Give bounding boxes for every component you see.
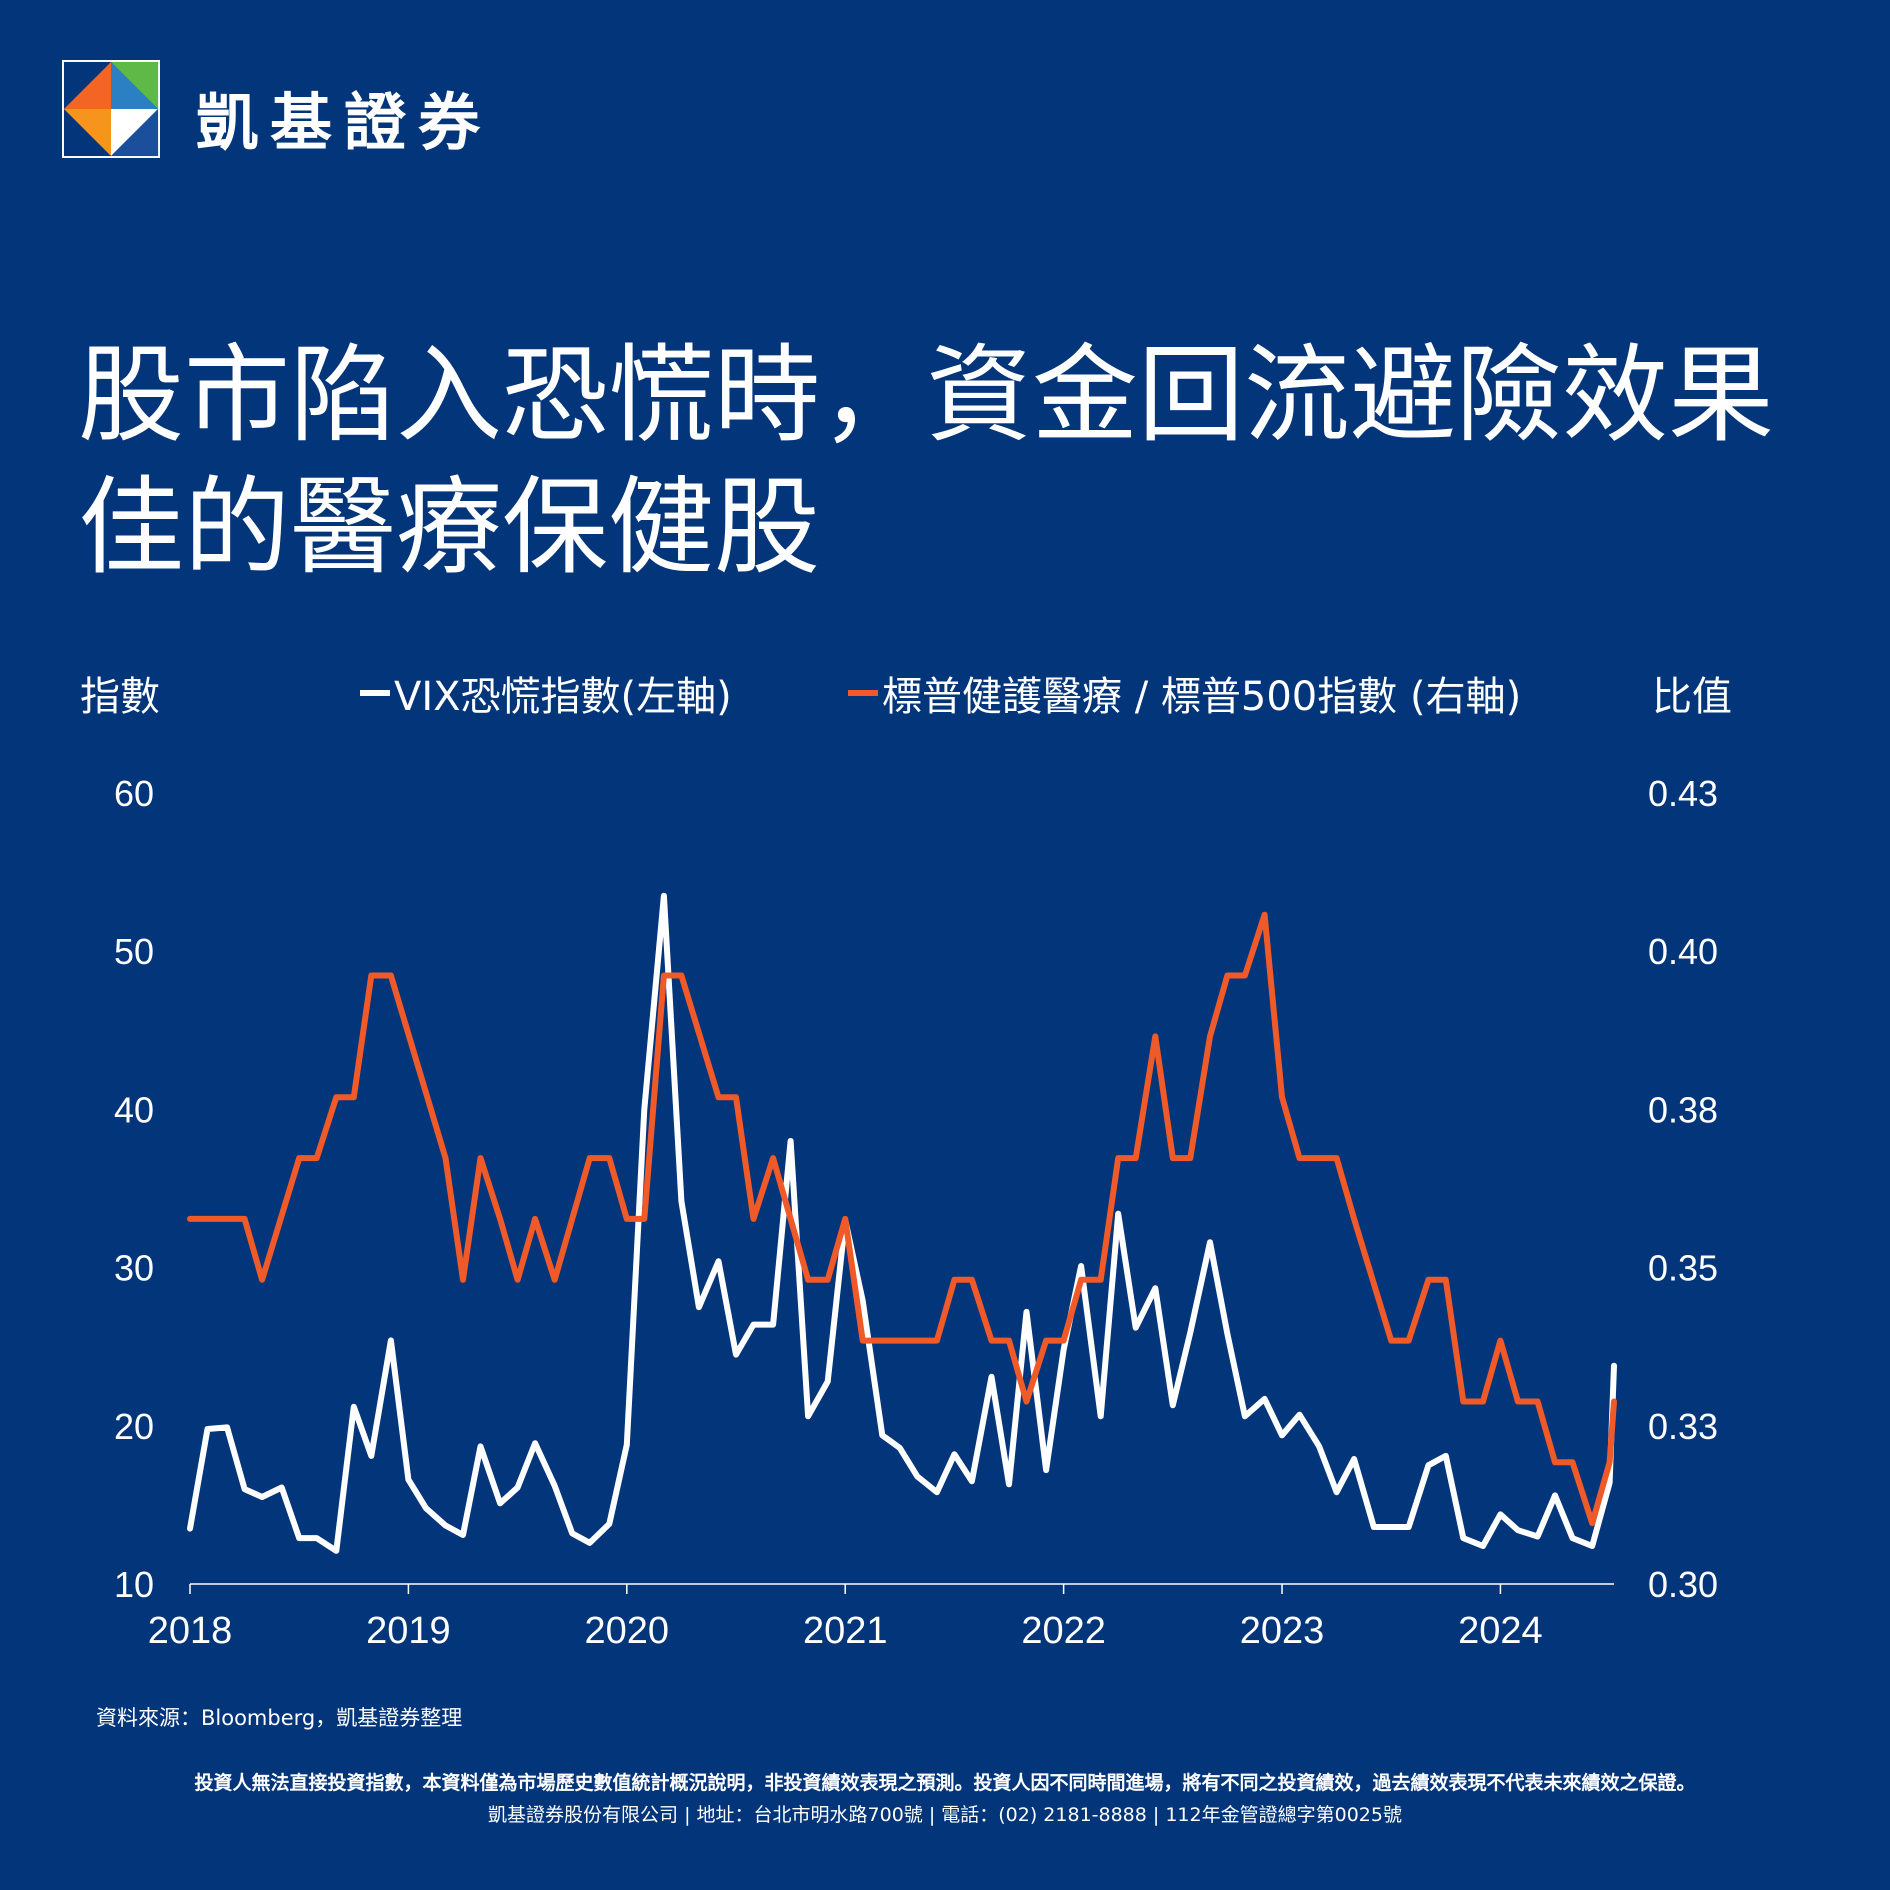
- disclaimer-text: 投資人無法直接投資指數，本資料僅為市場歷史數值統計概況說明，非投資績效表現之預測…: [194, 1772, 1696, 1794]
- legend-vix: VIX恐慌指數(左軸): [360, 664, 732, 722]
- page-title: 股市陷入恐慌時，資金回流避險效果佳的醫療保健股: [78, 334, 1774, 589]
- brand-logo-icon: [62, 60, 160, 158]
- series-line-ratio: [187, 911, 1617, 1527]
- right-y-tick-label: 0.30: [1648, 1564, 1718, 1605]
- right-axis-title: 比值: [1652, 674, 1732, 720]
- right-y-tick-label: 0.43: [1648, 773, 1718, 814]
- chart-canvas: 2018 2019 2020 2021 2022 2023 2024 10 20 30 40 50 60…: [114, 773, 1718, 1652]
- x-tick-label: 2020: [585, 1610, 670, 1652]
- legend-label-ratio: 標普健護醫療 / 標普500指數 (右軸): [882, 674, 1522, 720]
- legend-ratio: 標普健護醫療 / 標普500指數 (右軸): [848, 664, 1521, 722]
- brand-name: 凱基證券: [196, 86, 493, 159]
- source-note: 資料來源：Bloomberg，凱基證券整理: [96, 1706, 463, 1730]
- legend-swatch-vix: [360, 690, 390, 696]
- left-y-tick-label: 10: [114, 1564, 154, 1605]
- x-tick-label: 2021: [803, 1610, 888, 1652]
- left-axis-title: 指數: [80, 674, 160, 720]
- x-tick-label: 2024: [1458, 1610, 1543, 1652]
- x-tick-label: 2019: [366, 1610, 451, 1652]
- x-tick-label: 2022: [1021, 1610, 1106, 1652]
- legend-swatch-ratio: [848, 690, 878, 696]
- x-tick-label: 2018: [148, 1610, 233, 1652]
- company-info: 凱基證券股份有限公司 | 地址：台北市明水路700號 | 電話：(02) 218…: [488, 1804, 1402, 1826]
- series-line-vix: [187, 892, 1617, 1554]
- left-y-tick-label: 40: [114, 1089, 154, 1130]
- right-y-tick-label: 0.35: [1648, 1248, 1718, 1289]
- left-y-tick-label: 20: [114, 1406, 154, 1447]
- x-tick-label: 2023: [1240, 1610, 1325, 1652]
- left-y-tick-label: 30: [114, 1248, 154, 1289]
- left-y-tick-label: 60: [114, 773, 154, 814]
- right-y-tick-label: 0.33: [1648, 1406, 1718, 1447]
- right-y-tick-label: 0.38: [1648, 1089, 1718, 1130]
- left-y-tick-label: 50: [114, 931, 154, 972]
- right-y-tick-label: 0.40: [1648, 931, 1718, 972]
- legend-label-vix: VIX恐慌指數(左軸): [394, 674, 732, 720]
